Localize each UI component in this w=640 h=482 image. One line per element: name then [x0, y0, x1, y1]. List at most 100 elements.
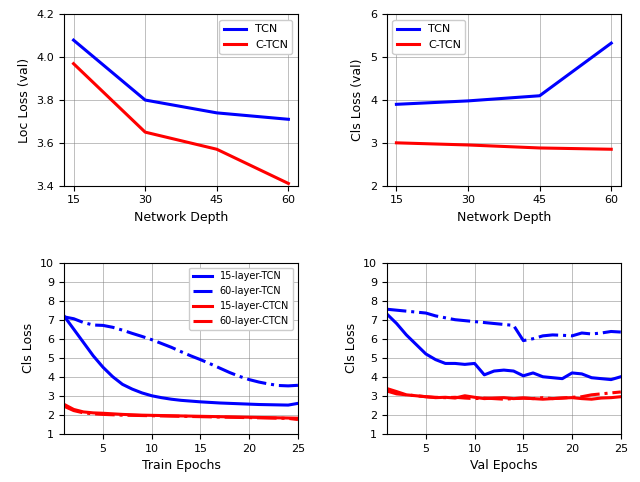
15-layer-TCN	[412, 342, 420, 348]
60-layer-CTCN	[70, 408, 77, 414]
15-layer-TCN	[607, 377, 615, 383]
Y-axis label: Cls Loss: Cls Loss	[344, 323, 358, 373]
15-layer-CTCN	[451, 395, 459, 401]
Line: 15-layer-CTCN: 15-layer-CTCN	[64, 404, 298, 418]
15-layer-CTCN	[177, 413, 185, 419]
TCN	[464, 98, 472, 104]
15-layer-TCN	[118, 381, 126, 387]
TCN	[392, 101, 400, 107]
15-layer-CTCN	[265, 415, 273, 420]
60-layer-CTCN	[529, 396, 537, 402]
60-layer-CTCN	[461, 395, 468, 401]
60-layer-CTCN	[588, 392, 595, 398]
Line: 60-layer-TCN: 60-layer-TCN	[387, 309, 621, 341]
60-layer-CTCN	[568, 394, 576, 400]
15-layer-CTCN	[568, 395, 576, 401]
60-layer-TCN	[500, 321, 508, 327]
Line: C-TCN: C-TCN	[396, 143, 611, 149]
15-layer-CTCN	[157, 413, 165, 418]
15-layer-TCN	[284, 402, 292, 408]
60-layer-CTCN	[206, 414, 214, 420]
60-layer-CTCN	[187, 414, 195, 419]
60-layer-CTCN	[403, 392, 410, 398]
60-layer-TCN	[451, 317, 459, 322]
TCN	[536, 93, 543, 99]
60-layer-CTCN	[245, 415, 253, 420]
15-layer-TCN	[403, 332, 410, 338]
C-TCN	[141, 129, 149, 135]
60-layer-TCN	[216, 365, 224, 371]
60-layer-TCN	[79, 320, 87, 325]
60-layer-CTCN	[196, 414, 204, 419]
15-layer-CTCN	[432, 395, 440, 401]
15-layer-CTCN	[442, 394, 449, 400]
15-layer-CTCN	[559, 395, 566, 401]
15-layer-CTCN	[509, 396, 517, 402]
60-layer-CTCN	[500, 396, 508, 402]
60-layer-CTCN	[109, 412, 116, 418]
15-layer-CTCN	[226, 414, 234, 420]
15-layer-TCN	[481, 372, 488, 378]
15-layer-TCN	[168, 396, 175, 402]
15-layer-CTCN	[275, 415, 282, 421]
60-layer-TCN	[177, 349, 185, 355]
15-layer-TCN	[245, 401, 253, 407]
15-layer-TCN	[129, 386, 136, 392]
15-layer-TCN	[383, 311, 390, 317]
15-layer-TCN	[294, 401, 302, 406]
15-layer-CTCN	[490, 395, 498, 401]
60-layer-TCN	[294, 382, 302, 388]
Line: 15-layer-TCN: 15-layer-TCN	[387, 314, 621, 380]
60-layer-TCN	[284, 383, 292, 389]
15-layer-CTCN	[129, 412, 136, 418]
60-layer-TCN	[255, 379, 263, 385]
C-TCN	[285, 181, 292, 187]
15-layer-TCN	[60, 313, 68, 319]
15-layer-CTCN	[109, 411, 116, 417]
15-layer-TCN	[393, 321, 401, 326]
60-layer-TCN	[617, 329, 625, 335]
60-layer-CTCN	[284, 415, 292, 421]
60-layer-CTCN	[294, 416, 302, 422]
15-layer-CTCN	[578, 396, 586, 402]
15-layer-CTCN	[118, 412, 126, 417]
15-layer-TCN	[442, 361, 449, 366]
Line: 15-layer-TCN: 15-layer-TCN	[64, 316, 298, 405]
15-layer-TCN	[109, 374, 116, 380]
15-layer-TCN	[588, 375, 595, 381]
60-layer-CTCN	[99, 412, 107, 417]
15-layer-CTCN	[393, 388, 401, 394]
60-layer-CTCN	[393, 391, 401, 397]
60-layer-TCN	[490, 321, 498, 326]
60-layer-CTCN	[422, 394, 429, 400]
60-layer-CTCN	[118, 412, 126, 418]
X-axis label: Val Epochs: Val Epochs	[470, 459, 538, 472]
60-layer-TCN	[187, 353, 195, 359]
15-layer-TCN	[578, 371, 586, 377]
15-layer-CTCN	[138, 412, 146, 418]
60-layer-CTCN	[520, 395, 527, 401]
Line: TCN: TCN	[396, 43, 611, 104]
15-layer-CTCN	[284, 415, 292, 421]
60-layer-TCN	[412, 309, 420, 315]
15-layer-TCN	[148, 393, 156, 399]
60-layer-TCN	[432, 313, 440, 319]
15-layer-TCN	[236, 401, 243, 407]
15-layer-TCN	[275, 402, 282, 408]
60-layer-TCN	[607, 329, 615, 335]
60-layer-TCN	[598, 330, 605, 336]
60-layer-TCN	[422, 310, 429, 316]
15-layer-TCN	[559, 376, 566, 382]
15-layer-CTCN	[588, 396, 595, 402]
60-layer-TCN	[206, 361, 214, 367]
15-layer-TCN	[529, 370, 537, 376]
15-layer-TCN	[196, 399, 204, 405]
15-layer-CTCN	[598, 395, 605, 401]
60-layer-CTCN	[79, 410, 87, 416]
15-layer-TCN	[226, 401, 234, 406]
15-layer-CTCN	[422, 394, 429, 400]
Line: 60-layer-TCN: 60-layer-TCN	[64, 317, 298, 386]
15-layer-CTCN	[79, 409, 87, 415]
15-layer-CTCN	[529, 396, 537, 402]
60-layer-CTCN	[548, 396, 556, 402]
